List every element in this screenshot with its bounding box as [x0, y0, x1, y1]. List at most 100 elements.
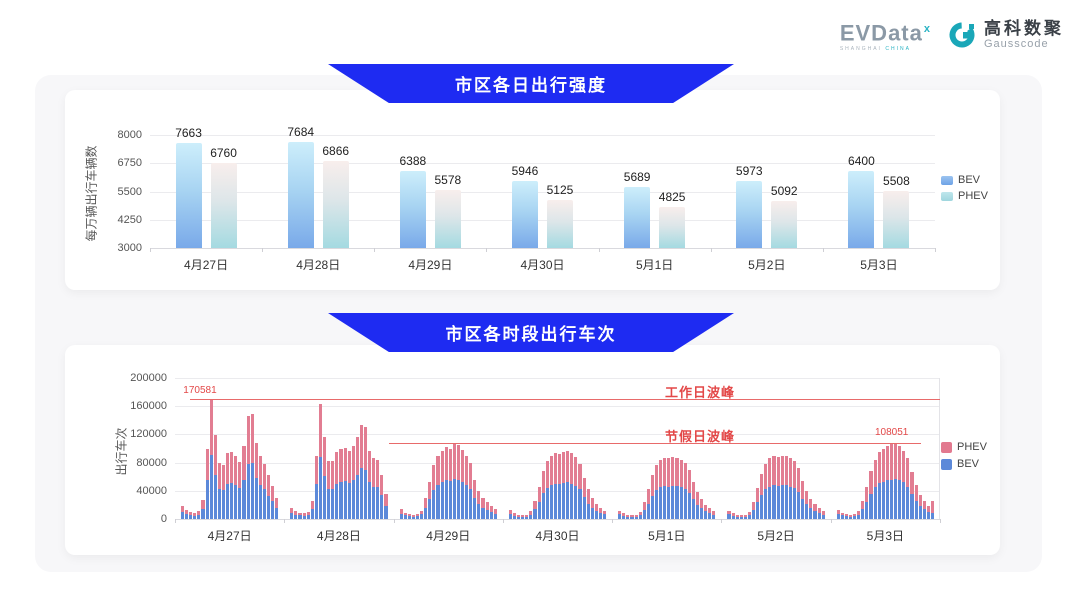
phev-segment [525, 514, 529, 517]
stacked-bar [290, 507, 294, 519]
stacked-bar [797, 468, 801, 519]
gridline [175, 490, 940, 492]
phev-segment [821, 511, 825, 515]
bev-segment [359, 468, 363, 519]
bev-segment [440, 482, 444, 519]
phev-segment [213, 435, 217, 476]
bev-segment [376, 487, 380, 519]
stacked-bar [638, 511, 642, 519]
stacked-bar [314, 455, 318, 519]
phev-segment [290, 507, 294, 514]
phev-segment [331, 461, 335, 489]
stacked-bar [473, 479, 477, 519]
legend-item-bev[interactable]: BEV [941, 458, 987, 470]
bev-segment [667, 486, 671, 519]
stacked-bar [873, 459, 877, 519]
bev-segment [403, 515, 407, 519]
x-axis-label: 4月28日 [296, 258, 341, 272]
phev-segment [910, 472, 914, 495]
bev-segment [290, 513, 294, 519]
stacked-bar [384, 493, 388, 519]
stacked-bar [469, 462, 473, 519]
phev-segment [271, 485, 275, 502]
stacked-bar [493, 509, 497, 519]
gridline [150, 219, 935, 221]
phev-segment [242, 446, 246, 481]
phev-segment [926, 506, 930, 513]
value-label: 5125 [546, 182, 574, 197]
stacked-bar [743, 514, 747, 519]
bev-segment [849, 516, 853, 519]
phev-bar [771, 200, 798, 248]
phev-segment [489, 506, 493, 512]
bev-segment [448, 480, 452, 519]
stacked-bar [302, 513, 306, 519]
stacked-bar [869, 471, 873, 519]
phev-segment [574, 456, 578, 486]
stacked-bar [376, 459, 380, 519]
legend-item-phev[interactable]: PHEV [941, 441, 987, 453]
bev-segment [691, 499, 695, 519]
phev-segment [865, 486, 869, 502]
bev-segment [638, 515, 642, 519]
stacked-bar [403, 512, 407, 519]
bev-segment [271, 501, 275, 519]
stacked-bar [347, 451, 351, 519]
header: EVDatax SHANGHAI CHINA 高科数聚 Gausscode [840, 18, 1064, 53]
phev-segment [788, 458, 792, 487]
phev-segment [805, 490, 809, 505]
bev-segment [533, 509, 537, 519]
phev-segment [477, 490, 481, 505]
bev-segment [444, 480, 448, 519]
bev-segment [844, 516, 848, 519]
phev-segment [853, 514, 857, 517]
bev-segment [318, 456, 323, 519]
stacked-bar [881, 448, 885, 519]
stacked-bar [363, 427, 368, 519]
bev-segment [473, 497, 477, 519]
x-axis-label: 5月2日 [757, 529, 795, 543]
phev-segment [849, 514, 853, 517]
stacked-bar [226, 452, 230, 519]
stacked-bar [553, 452, 557, 519]
phev-bar [546, 199, 573, 248]
gausscode-logo: 高科数聚 Gausscode [947, 20, 1064, 50]
bev-segment [557, 484, 562, 519]
bev-segment [926, 512, 930, 519]
bev-segment [549, 485, 553, 519]
phev-segment [817, 508, 821, 514]
x-tick-mark [710, 248, 712, 252]
workday-peak-label: 工作日波峰 [665, 384, 736, 400]
bev-segment [622, 515, 626, 519]
bev-segment [683, 488, 687, 519]
bev-segment [327, 488, 331, 519]
phev-bar [883, 191, 910, 248]
y-tick-label: 0 [160, 513, 167, 525]
phev-segment [250, 413, 254, 463]
bev-segment [566, 482, 570, 519]
stacked-bar [844, 514, 848, 519]
bev-segment [735, 516, 739, 519]
phev-segment [545, 461, 549, 488]
bev-segment [521, 516, 525, 519]
stacked-bar [574, 456, 578, 519]
bev-segment [918, 506, 922, 519]
bev-segment [877, 483, 881, 519]
stacked-bar [752, 502, 756, 519]
legend-item-phev[interactable]: PHEV [941, 190, 988, 202]
phev-segment [294, 511, 298, 515]
bev-segment [411, 516, 415, 519]
stacked-bar [857, 511, 861, 519]
x-tick-mark [502, 519, 504, 523]
gausscode-icon [949, 22, 975, 48]
bev-segment [428, 499, 432, 519]
phev-segment [739, 515, 743, 517]
bev-segment [545, 487, 549, 519]
value-label: 5578 [434, 172, 462, 187]
bev-segment [363, 469, 368, 519]
x-axis-label: 4月29日 [408, 258, 453, 272]
x-axis-label: 5月1日 [648, 529, 686, 543]
stacked-bar [512, 513, 517, 519]
legend-item-bev[interactable]: BEV [941, 174, 988, 186]
stacked-bar [230, 452, 234, 519]
